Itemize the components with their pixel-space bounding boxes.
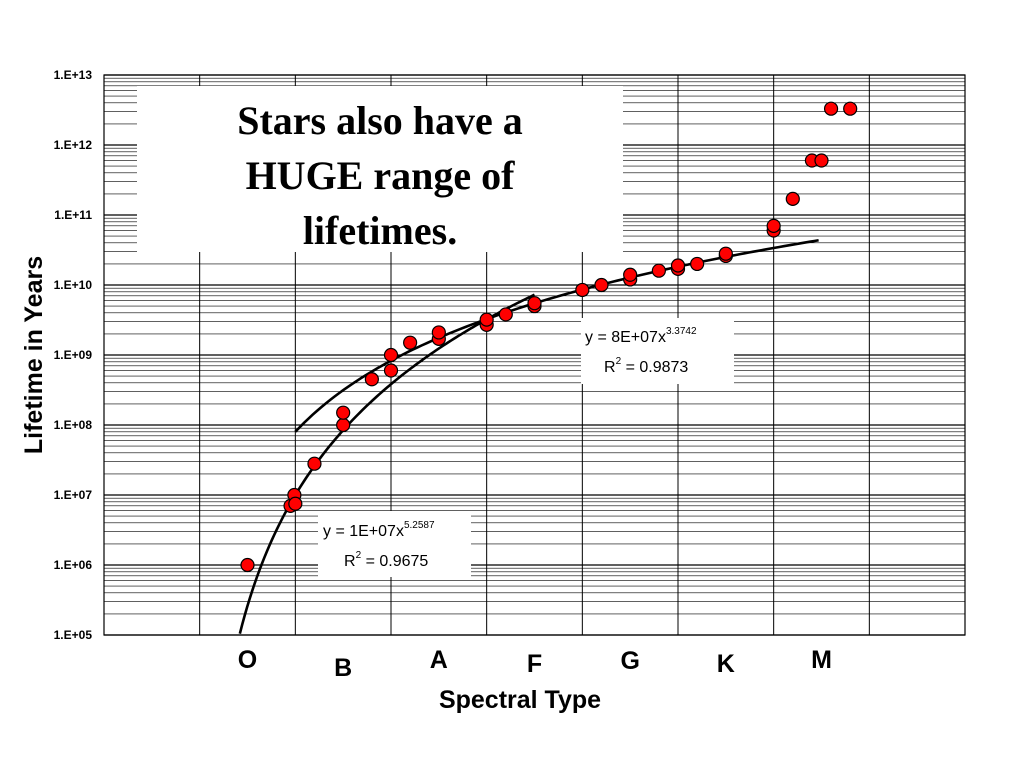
data-point <box>670 258 686 273</box>
y-tick-label: 1.E+09 <box>54 348 93 362</box>
r2-a-sup: 2 <box>616 356 622 367</box>
data-point <box>766 218 781 233</box>
data-point <box>240 557 255 573</box>
data-point <box>594 277 609 293</box>
headline-line-2: HUGE range of <box>246 153 516 198</box>
r2-b: R2 = 0.9675 <box>344 550 428 570</box>
y-tick-label: 1.E+05 <box>54 628 93 642</box>
data-point <box>307 456 322 471</box>
y-tick-label: 1.E+10 <box>54 278 93 292</box>
data-point <box>575 282 590 298</box>
r2-a-label: R <box>604 359 616 376</box>
y-tick-label: 1.E+11 <box>54 208 92 222</box>
data-point <box>288 496 303 511</box>
headline-line-1: Stars also have a <box>237 98 523 143</box>
x-category-label: K <box>717 650 735 678</box>
data-point <box>403 335 418 350</box>
y-tick-label: 1.E+12 <box>54 138 93 152</box>
data-point <box>479 312 494 327</box>
y-tick-label: 1.E+07 <box>54 488 93 502</box>
y-tick-label: 1.E+13 <box>54 68 93 82</box>
x-category-label: G <box>620 647 639 675</box>
data-point <box>383 363 399 378</box>
r2-a: R2 = 0.9873 <box>604 356 688 376</box>
y-tick-label: 1.E+08 <box>54 418 93 432</box>
x-axis-title: Spectral Type <box>439 686 601 714</box>
x-category-label: M <box>811 646 832 674</box>
y-tick-label: 1.E+06 <box>54 558 93 572</box>
data-point <box>718 246 733 261</box>
equation-box-b <box>318 511 471 577</box>
headline-box <box>137 86 623 252</box>
data-point <box>651 263 666 278</box>
r2-b-value: = 0.9675 <box>361 553 428 570</box>
data-point <box>843 101 858 116</box>
data-point <box>431 325 446 340</box>
x-category-label: A <box>430 646 448 674</box>
x-category-label: F <box>527 650 542 678</box>
equation-b-exponent: 5.2587 <box>404 520 435 531</box>
data-point <box>823 101 839 116</box>
equation-a-text: y = 8E+07x <box>585 329 666 346</box>
r2-b-label: R <box>344 553 356 570</box>
equation-b-text: y = 1E+07x <box>323 523 404 540</box>
equation-b: y = 1E+07x5.2587 <box>323 520 435 540</box>
data-point <box>336 405 351 420</box>
y-axis-title: Lifetime in Years <box>20 256 48 454</box>
data-point <box>364 372 379 387</box>
headline-line-3: lifetimes. <box>303 208 457 253</box>
data-point <box>785 191 800 206</box>
plot-border <box>103 74 966 636</box>
data-point <box>498 307 513 322</box>
equation-box-a <box>581 318 734 384</box>
data-point <box>690 256 705 272</box>
data-point <box>336 417 351 433</box>
x-category-label: O <box>238 646 257 674</box>
equation-a: y = 8E+07x3.3742 <box>585 326 697 346</box>
data-points <box>240 101 858 573</box>
r2-b-sup: 2 <box>356 550 362 561</box>
data-point <box>623 267 638 282</box>
y-tick-labels: 1.E+05 1.E+06 1.E+07 1.E+08 1.E+09 1.E+10 1.E+… <box>54 68 93 642</box>
x-category-label: B <box>334 654 352 682</box>
data-point <box>527 296 542 311</box>
r2-a-value: = 0.9873 <box>621 359 688 376</box>
data-point <box>383 347 399 363</box>
equation-a-exponent: 3.3742 <box>666 326 697 337</box>
data-point <box>814 153 829 168</box>
